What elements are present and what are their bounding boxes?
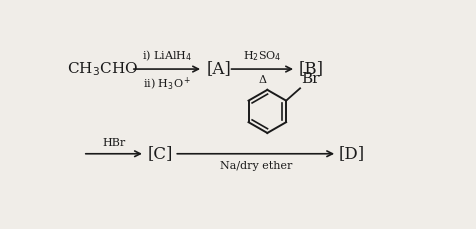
Text: CH$_3$CHO: CH$_3$CHO	[67, 60, 138, 78]
Text: [A]: [A]	[207, 60, 231, 78]
Text: Δ: Δ	[258, 75, 266, 85]
Text: [C]: [C]	[148, 145, 173, 162]
Text: ii) H$_3$O$^+$: ii) H$_3$O$^+$	[142, 75, 191, 92]
Text: Br: Br	[301, 72, 319, 86]
Text: HBr: HBr	[102, 138, 125, 148]
Text: H$_2$SO$_4$: H$_2$SO$_4$	[243, 49, 281, 63]
Text: i) LiAlH$_4$: i) LiAlH$_4$	[141, 48, 192, 63]
Text: Na/dry ether: Na/dry ether	[219, 161, 291, 171]
Text: [D]: [D]	[338, 145, 364, 162]
Text: [B]: [B]	[298, 60, 323, 78]
